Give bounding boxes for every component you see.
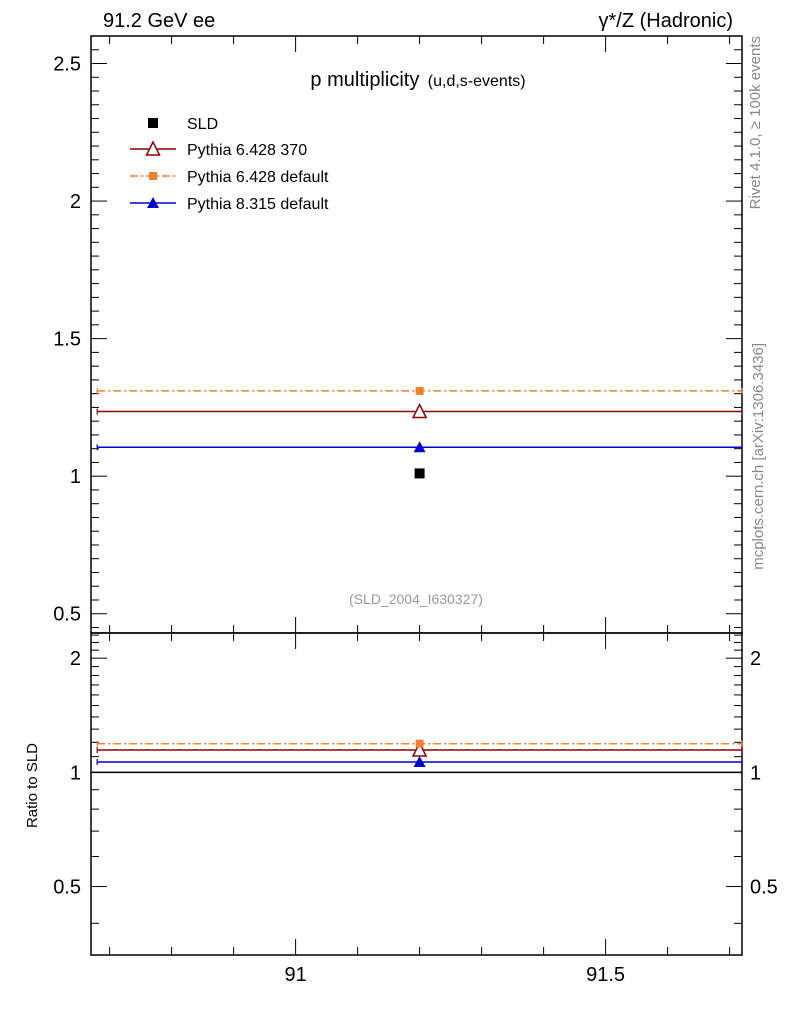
legend-entry-pythia6-370: Pythia 6.428 370 xyxy=(130,140,307,159)
ratio-frame xyxy=(90,632,743,956)
ratio-point-pythia6-default xyxy=(415,739,424,748)
ratio-xtick-label: 91 xyxy=(284,964,306,986)
legend-label-sld: SLD xyxy=(187,116,218,133)
main-ytick-label: 0.5 xyxy=(53,604,81,626)
main-axis-ticks: 0.5 1 1.5 2 2.5 xyxy=(53,35,742,633)
ratio-xtick-label: 91.5 xyxy=(586,964,625,986)
main-ytick-label: 1.5 xyxy=(53,329,81,351)
legend: SLD Pythia 6.428 370 Pythia 6.428 defaul… xyxy=(130,116,329,213)
legend-label-pythia6-default: Pythia 6.428 default xyxy=(187,169,329,186)
mcplots-label: mcplots.cern.ch [arXiv:1306.3436] xyxy=(750,343,767,570)
data-point-sld xyxy=(414,468,425,479)
ratio-ylabel: Ratio to SLD xyxy=(24,743,41,828)
legend-label-pythia8: Pythia 8.315 default xyxy=(187,196,329,213)
main-title: p multiplicity (u,d,s-events) xyxy=(310,69,525,91)
legend-marker-sld xyxy=(148,118,158,128)
ratio-point-pythia8 xyxy=(413,755,426,767)
data-point-pythia6-default xyxy=(415,386,424,395)
ratio-ytick-label-left: 2 xyxy=(70,648,81,670)
rivet-label: Rivet 4.1.0, ≥ 100k events xyxy=(747,36,764,209)
header-right-label: γ*/Z (Hadronic) xyxy=(599,10,733,32)
analysis-watermark: (SLD_2004_I630327) xyxy=(349,591,483,607)
ratio-ytick-label-right: 0.5 xyxy=(750,877,778,899)
legend-label-pythia6-370: Pythia 6.428 370 xyxy=(187,142,307,159)
main-panel: 0.5 1 1.5 2 2.5 p multiplicity (u,d,s-events… xyxy=(53,35,743,634)
legend-entry-sld: SLD xyxy=(148,116,218,133)
legend-marker-pythia6-default xyxy=(149,172,157,180)
ratio-panel: 0.5 0.5 1 1 2 2 91 91.5 Ratio to SLD xyxy=(24,632,778,986)
legend-marker-pythia6-370 xyxy=(145,140,161,156)
ratio-axis-ticks: 0.5 0.5 1 1 2 2 91 91.5 xyxy=(53,633,778,986)
legend-marker-pythia8 xyxy=(147,197,159,208)
ratio-ytick-label-right: 1 xyxy=(750,762,761,784)
main-subtitle-text: (u,d,s-events) xyxy=(428,73,526,90)
main-series-group xyxy=(96,386,743,479)
main-ytick-label: 2.5 xyxy=(53,54,81,76)
main-ytick-label: 1 xyxy=(70,466,81,488)
data-point-pythia6-370 xyxy=(411,402,428,419)
main-title-text: p multiplicity xyxy=(310,69,419,91)
ratio-ytick-label-left: 1 xyxy=(70,762,81,784)
header-left-label: 91.2 GeV ee xyxy=(103,10,215,32)
legend-entry-pythia8: Pythia 8.315 default xyxy=(130,196,329,213)
main-ytick-label: 2 xyxy=(70,191,81,213)
ratio-ytick-label-left: 0.5 xyxy=(53,877,81,899)
legend-entry-pythia6-default: Pythia 6.428 default xyxy=(130,169,329,186)
data-point-pythia8 xyxy=(413,441,426,453)
ratio-series-group xyxy=(91,739,743,774)
ratio-ytick-label-right: 2 xyxy=(750,648,761,670)
